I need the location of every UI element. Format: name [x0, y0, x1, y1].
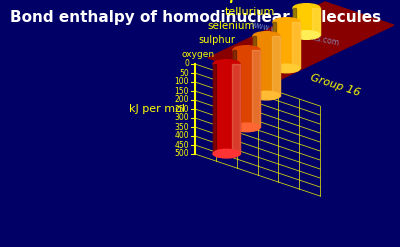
Bar: [213, 64, 216, 154]
Ellipse shape: [233, 123, 260, 132]
Polygon shape: [208, 2, 394, 81]
Ellipse shape: [293, 4, 320, 12]
Ellipse shape: [273, 18, 300, 26]
Bar: [233, 50, 236, 127]
Text: 400: 400: [174, 131, 189, 141]
Text: selenium: selenium: [207, 21, 255, 31]
Bar: [293, 8, 320, 35]
Bar: [292, 22, 300, 68]
Ellipse shape: [213, 60, 240, 68]
Bar: [293, 8, 296, 35]
Text: 100: 100: [174, 78, 189, 86]
Text: 350: 350: [174, 123, 189, 131]
Text: sulphur: sulphur: [198, 35, 235, 45]
Ellipse shape: [293, 31, 320, 39]
Bar: [232, 64, 240, 154]
Text: oxygen: oxygen: [182, 50, 215, 59]
Bar: [272, 36, 280, 96]
Text: 0: 0: [184, 60, 189, 68]
Ellipse shape: [273, 64, 300, 73]
Bar: [273, 22, 276, 68]
Text: 450: 450: [174, 141, 189, 149]
Text: 250: 250: [174, 104, 189, 114]
Ellipse shape: [253, 91, 280, 100]
Text: Bond enthalpy of homodinuclear molecules: Bond enthalpy of homodinuclear molecules: [10, 10, 381, 25]
Bar: [273, 22, 300, 68]
Text: kJ per mol: kJ per mol: [129, 104, 185, 114]
Text: 150: 150: [174, 86, 189, 96]
Bar: [233, 50, 260, 127]
Text: www.webelements.com: www.webelements.com: [250, 20, 340, 48]
Ellipse shape: [253, 32, 280, 40]
Bar: [213, 64, 240, 154]
Text: 500: 500: [174, 149, 189, 159]
Bar: [312, 8, 320, 35]
Text: 200: 200: [174, 96, 189, 104]
Bar: [252, 50, 260, 127]
Text: Group 16: Group 16: [309, 72, 361, 98]
Text: polonium: polonium: [230, 0, 295, 3]
Ellipse shape: [213, 149, 240, 158]
Bar: [253, 36, 280, 96]
Text: 300: 300: [174, 114, 189, 123]
Text: 50: 50: [179, 68, 189, 78]
Bar: [253, 36, 256, 96]
Ellipse shape: [233, 46, 260, 54]
Text: tellurium: tellurium: [225, 7, 275, 17]
